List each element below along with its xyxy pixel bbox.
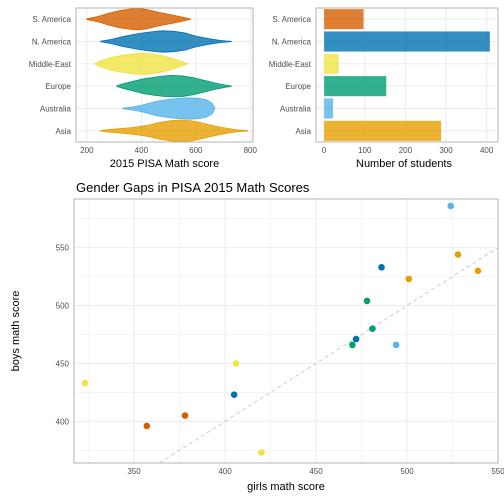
scatter-panel-border: [73, 198, 499, 464]
bar-category-label: Middle-East: [269, 60, 312, 69]
bar-panel-border: [315, 7, 499, 143]
violin-x-tick-label: 600: [189, 146, 203, 155]
scatter-x-tick-label: 350: [127, 467, 141, 476]
point-europe: [363, 297, 371, 305]
scatter-panel: Gender Gaps in PISA 2015 Math Scores 350…: [10, 180, 504, 493]
scatter-panel-background: [74, 199, 498, 463]
scatter-y-tick-label: 550: [56, 244, 70, 253]
violin-panel: S. America N. America Middle-East Europe Aus…: [29, 7, 257, 170]
bar-middle-east: [324, 53, 339, 74]
point-s-america: [181, 412, 189, 419]
violin-category-label: Asia: [55, 127, 71, 136]
point-europe: [349, 341, 356, 349]
point-asia: [474, 267, 482, 275]
scatter-title: Gender Gaps in PISA 2015 Math Scores: [76, 180, 310, 195]
scatter-x-tick-labels: 350 400 450 500 550: [127, 467, 504, 476]
violin-category-label: Europe: [45, 82, 71, 91]
scatter-points: [81, 202, 482, 456]
bar-x-tick-label: 200: [399, 146, 413, 155]
scatter-x-tick-label: 450: [309, 467, 323, 476]
bar-asia: [324, 120, 442, 141]
scatter-y-axis-title: boys math score: [10, 291, 22, 372]
bar-s-america: [324, 9, 364, 30]
bar-category-label: Europe: [285, 82, 311, 91]
bar-x-tick-label: 0: [322, 146, 327, 155]
scatter-x-tick-label: 500: [400, 467, 414, 476]
bar-category-label: Australia: [280, 105, 312, 114]
point-asia: [454, 251, 462, 258]
violin-x-axis-title: 2015 PISA Math score: [110, 158, 219, 170]
bar-category-labels: S. America N. America Middle-East Europe Aus…: [269, 15, 312, 136]
bar-category-label: S. America: [272, 15, 311, 24]
violin-middle-east: [94, 52, 188, 76]
scatter-y-tick-label: 400: [56, 417, 70, 426]
scatter-reference-line: [159, 247, 499, 464]
bar-x-tick-label: 300: [439, 146, 453, 155]
violin-category-label: N. America: [32, 38, 72, 47]
point-middle-east: [258, 449, 265, 456]
bar-x-axis-title: Number of students: [356, 158, 452, 170]
violin-n-america: [100, 30, 232, 53]
point-n-america: [352, 335, 360, 343]
bar-n-america: [324, 31, 490, 52]
violin-x-tick-labels: 200 400 600 800: [80, 146, 257, 155]
scatter-x-tick-label: 400: [218, 467, 232, 476]
scatter-x-axis-title: girls math score: [247, 481, 325, 493]
violin-category-label: Middle-East: [29, 60, 72, 69]
point-n-america: [378, 264, 385, 271]
point-middle-east: [81, 379, 89, 387]
violin-asia: [100, 119, 248, 143]
point-n-america: [230, 391, 238, 398]
violin-panel-border: [75, 7, 254, 143]
point-europe: [369, 325, 376, 332]
scatter-y-tick-labels: 400 450 500 550: [56, 244, 70, 427]
bar-panel: S. America N. America Middle-East Europe Aus…: [269, 7, 499, 170]
bar-australia: [324, 98, 334, 119]
bar-x-tick-label: 100: [358, 146, 372, 155]
bar-x-tick-labels: 0 100 200 300 400: [322, 146, 494, 155]
violin-marks: [86, 7, 248, 143]
scatter-y-tick-label: 450: [56, 359, 70, 368]
point-s-america: [143, 422, 151, 430]
point-australia: [392, 341, 400, 349]
bar-category-label: N. America: [272, 38, 312, 47]
scatter-grid: [74, 199, 499, 463]
violin-panel-background: [76, 8, 253, 142]
violin-x-tick-label: 800: [244, 146, 258, 155]
bar-europe: [324, 76, 387, 97]
violin-x-tick-label: 400: [135, 146, 149, 155]
bar-panel-background: [316, 8, 498, 142]
point-asia: [405, 275, 413, 283]
y-equals-x-line: [159, 247, 499, 464]
scatter-y-tick-label: 500: [56, 302, 70, 311]
violin-x-tick-label: 200: [80, 146, 94, 155]
point-middle-east: [232, 360, 240, 367]
violin-europe: [116, 74, 232, 98]
violin-australia: [121, 97, 216, 120]
violin-category-label: Australia: [40, 105, 72, 114]
bar-x-tick-label: 400: [480, 146, 494, 155]
bar-marks: [324, 9, 490, 141]
violin-s-america: [86, 7, 191, 31]
point-australia: [447, 202, 454, 210]
bar-category-label: Asia: [295, 127, 311, 136]
violin-category-labels: S. America N. America Middle-East Europe Aus…: [29, 15, 72, 136]
scatter-x-tick-label: 550: [491, 467, 504, 476]
violin-category-label: S. America: [32, 15, 71, 24]
